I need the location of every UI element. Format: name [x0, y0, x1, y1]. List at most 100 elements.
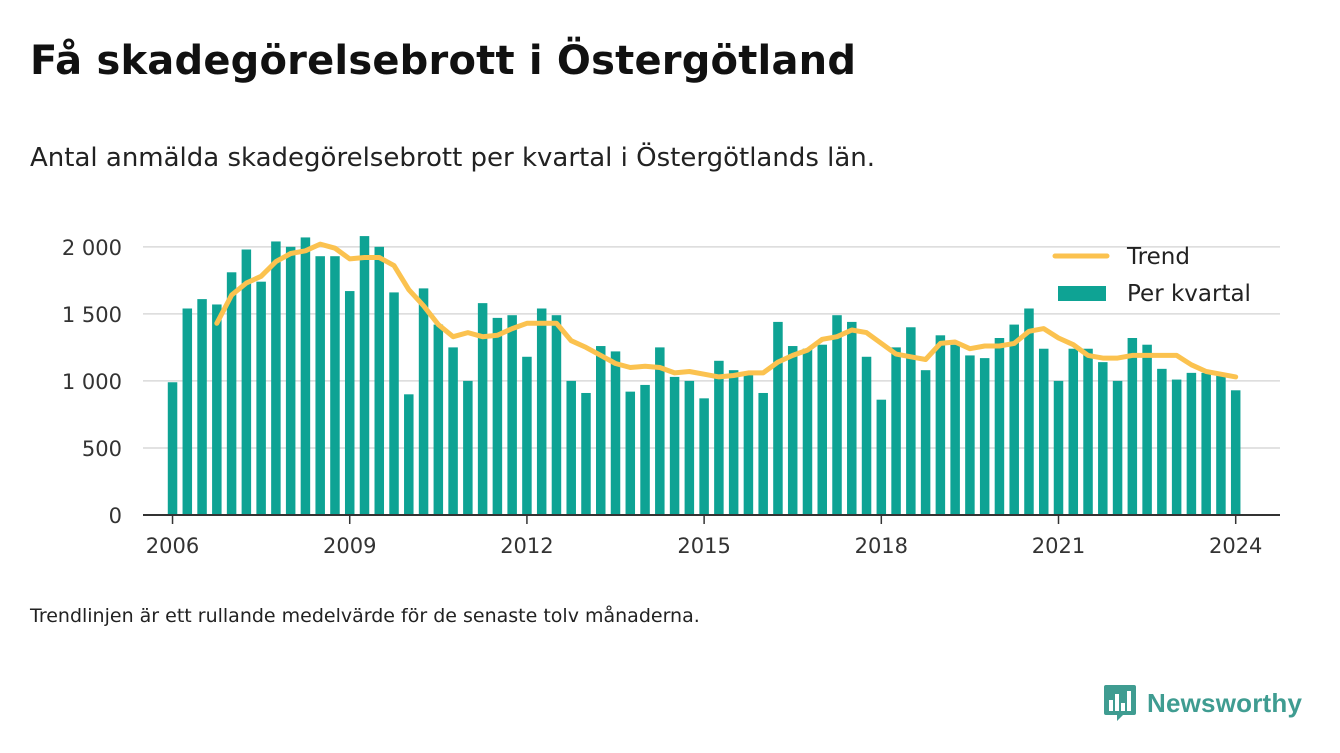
bar: [920, 370, 931, 515]
legend: Trend Per kvartal: [1052, 244, 1251, 307]
bar: [669, 376, 680, 515]
bar: [714, 360, 724, 515]
bar: [226, 272, 237, 515]
bar: [773, 321, 783, 515]
bar: [522, 356, 532, 515]
bar: [330, 256, 340, 515]
bar: [1216, 375, 1226, 515]
bar: [507, 315, 517, 515]
bar: [861, 356, 872, 515]
footnote: Trendlinjen är ett rullande medelvärde f…: [30, 605, 700, 627]
bar: [241, 249, 252, 515]
bar: [787, 346, 798, 515]
bar: [891, 347, 901, 515]
bar: [1024, 308, 1034, 515]
bar: [212, 304, 222, 515]
bar: [315, 256, 325, 515]
y-tick-label: 2 000: [62, 236, 122, 260]
bar: [847, 321, 857, 515]
bar: [1083, 348, 1093, 515]
bar: [1053, 380, 1064, 515]
bar: [1230, 390, 1241, 515]
bar-series: [167, 236, 1241, 516]
bar: [566, 380, 576, 515]
legend-trend-label: Trend: [1126, 244, 1190, 270]
legend-bar-label: Per kvartal: [1127, 281, 1251, 307]
bar: [817, 344, 827, 515]
bar: [640, 384, 650, 515]
gridlines: [143, 246, 1280, 449]
bar: [1171, 379, 1182, 515]
bar: [1201, 372, 1211, 515]
chart-subtitle: Antal anmälda skadegörelsebrott per kvar…: [30, 143, 876, 173]
bar: [832, 315, 842, 515]
chart: 0 500 1 000 1 500 2 000 2006 2009 2012 2015 2018…: [62, 236, 1280, 558]
bar: [463, 380, 473, 515]
bar: [271, 241, 281, 516]
bar: [610, 351, 621, 515]
y-tick-label: 500: [82, 437, 122, 461]
bar: [433, 324, 444, 515]
bar: [1127, 338, 1138, 515]
bar: [979, 358, 990, 515]
bar: [1157, 368, 1167, 515]
y-tick-label: 0: [109, 504, 122, 528]
bar: [197, 299, 207, 515]
bar: [359, 236, 370, 515]
bar: [728, 370, 739, 515]
bar: [418, 288, 429, 515]
bar: [448, 347, 458, 515]
bar: [374, 246, 385, 515]
brand-logo[interactable]: Newsworthy: [1103, 683, 1302, 723]
chart-title: Få skadegörelsebrott i Östergötland: [30, 38, 857, 84]
bar: [906, 327, 916, 515]
bar: [1009, 324, 1019, 515]
bar: [1098, 362, 1108, 515]
bar: [1038, 348, 1049, 515]
bar: [389, 292, 399, 515]
newsworthy-logo-icon: [1104, 685, 1136, 721]
bar: [404, 394, 414, 515]
bar: [1112, 380, 1123, 515]
bar: [876, 399, 887, 515]
bar: [285, 246, 296, 515]
bar: [536, 308, 547, 515]
bar: [182, 308, 193, 515]
bar: [743, 371, 754, 515]
y-tick-labels: 0 500 1 000 1 500 2 000: [62, 236, 122, 528]
bar: [1068, 348, 1079, 515]
bar: [596, 346, 606, 515]
bar: [802, 348, 813, 515]
x-tick-label: 2021: [1032, 534, 1085, 558]
bar: [300, 237, 311, 515]
x-tick-label: 2018: [855, 534, 908, 558]
x-tick-label: 2006: [146, 534, 199, 558]
bar: [167, 382, 178, 515]
bar: [477, 303, 488, 515]
bar: [994, 338, 1005, 515]
bar: [1142, 344, 1152, 515]
x-tick-label: 2009: [323, 534, 376, 558]
y-tick-label: 1 000: [62, 370, 122, 394]
bar: [581, 392, 591, 515]
y-tick-label: 1 500: [62, 303, 122, 327]
bar: [1186, 372, 1197, 515]
bar: [935, 335, 946, 515]
x-tick-label: 2015: [677, 534, 730, 558]
bar: [655, 347, 665, 515]
bar: [758, 392, 768, 515]
x-tick-label: 2024: [1209, 534, 1262, 558]
bar: [699, 398, 709, 515]
bar: [684, 380, 695, 515]
bar: [551, 315, 562, 515]
bar: [965, 355, 975, 515]
bar: [950, 344, 960, 515]
trend-line: [214, 241, 1239, 380]
bar: [344, 291, 355, 515]
bar: [625, 391, 636, 515]
brand-name: Newsworthy: [1147, 687, 1303, 718]
bar: [256, 281, 266, 515]
bar: [492, 317, 503, 515]
x-tick-label: 2012: [500, 534, 553, 558]
legend-bar-swatch: [1058, 286, 1106, 301]
